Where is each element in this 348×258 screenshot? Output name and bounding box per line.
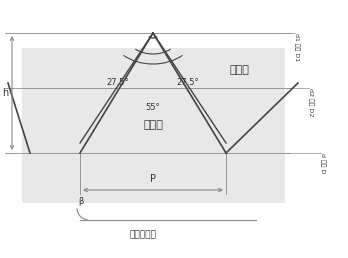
Text: d 又は D: d 又は D xyxy=(320,153,326,173)
Text: h: h xyxy=(2,88,8,98)
Text: P: P xyxy=(150,174,156,184)
Text: ねじの軸線: ねじの軸線 xyxy=(130,230,157,239)
Text: おねじ: おねじ xyxy=(143,120,163,130)
Text: d2 又は D2: d2 又は D2 xyxy=(308,88,314,116)
Text: 27.5°: 27.5° xyxy=(107,78,129,87)
Text: d1 又は D1: d1 又は D1 xyxy=(294,33,300,61)
Text: 27.5°: 27.5° xyxy=(177,78,199,87)
Text: β: β xyxy=(78,197,84,206)
Text: めねじ: めねじ xyxy=(230,65,250,75)
Bar xyxy=(22,48,285,203)
Text: 55°: 55° xyxy=(146,103,160,112)
